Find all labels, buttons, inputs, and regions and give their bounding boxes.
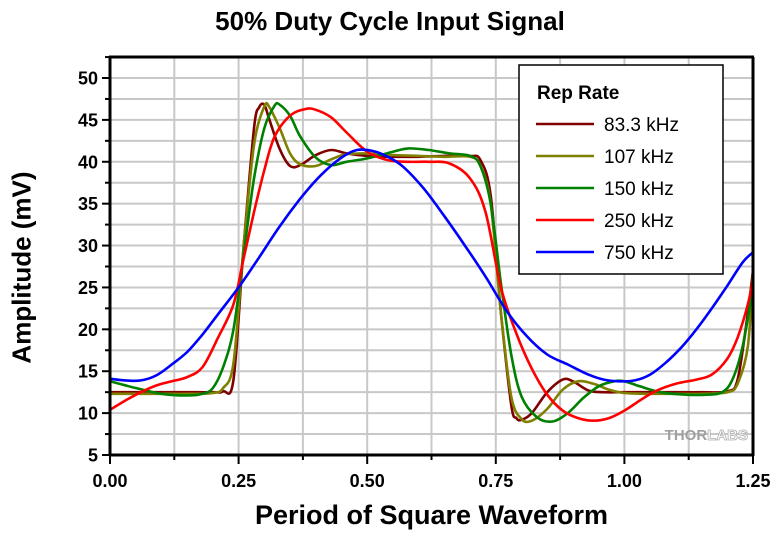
legend-label-1: 83.3 kHz: [604, 115, 679, 136]
legend-label-2: 107 kHz: [604, 147, 674, 168]
x-tick-label: 0.25: [221, 471, 256, 491]
y-tick-label: 5: [88, 446, 98, 466]
thorlabs-watermark: THORLABS: [665, 427, 748, 444]
x-tick-label: 0.00: [92, 471, 127, 491]
legend-label-5: 750 kHz: [604, 243, 674, 264]
y-tick-label: 45: [78, 110, 98, 130]
watermark: THORLABS: [665, 427, 748, 444]
x-tick-label: 1.25: [735, 471, 770, 491]
y-tick-label: 35: [78, 194, 98, 214]
x-tick-label: 0.50: [350, 471, 385, 491]
legend: Rep Rate 83.3 kHz 107 kHz 150 kHz 250 kHz 750…: [519, 65, 723, 274]
y-tick-label: 50: [78, 69, 98, 89]
x-tick-label: 1.00: [607, 471, 642, 491]
y-tick-label: 30: [78, 236, 98, 256]
x-tick-label: 0.75: [478, 471, 513, 491]
legend-label-4: 250 kHz: [604, 211, 674, 232]
legend-label-3: 150 kHz: [604, 179, 674, 200]
y-tick-label: 15: [78, 362, 98, 382]
y-tick-label: 25: [78, 278, 98, 298]
y-tick-label: 40: [78, 152, 98, 172]
y-tick-label: 20: [78, 320, 98, 340]
legend-title: Rep Rate: [537, 83, 619, 104]
y-tick-label: 10: [78, 404, 98, 424]
